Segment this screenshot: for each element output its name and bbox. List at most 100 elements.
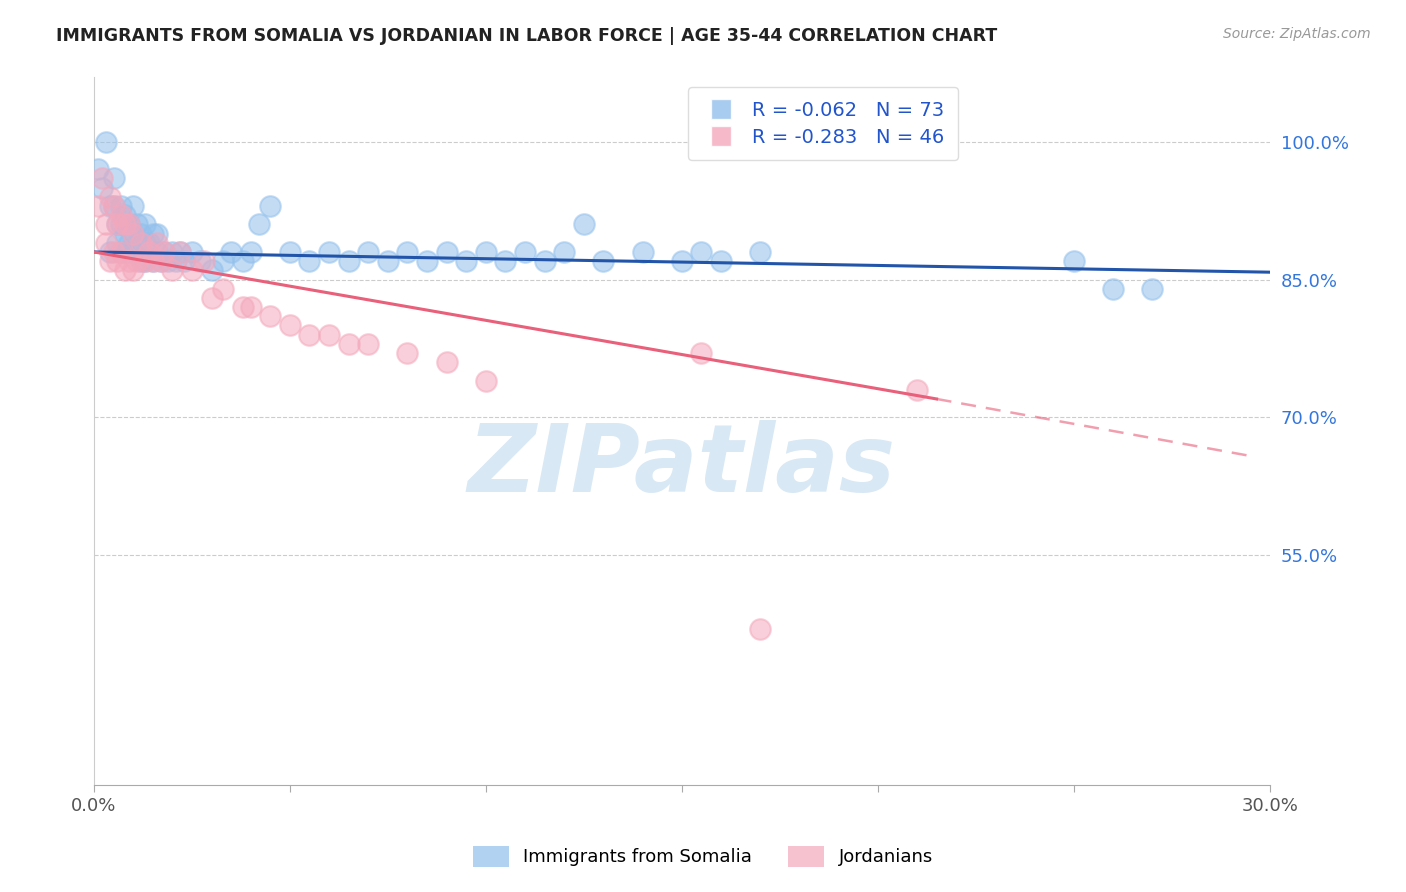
Point [149, 254, 172, 268]
Point [169, 244, 191, 259]
Point [110, 199, 132, 213]
Point [98, 190, 121, 204]
Point [357, 244, 380, 259]
Point [125, 235, 148, 250]
Point [94, 235, 117, 250]
Point [118, 218, 141, 232]
Point [142, 254, 165, 268]
Point [114, 227, 136, 241]
Text: IMMIGRANTS FROM SOMALIA VS JORDANIAN IN LABOR FORCE | AGE 35-44 CORRELATION CHAR: IMMIGRANTS FROM SOMALIA VS JORDANIAN IN … [56, 27, 997, 45]
Point [749, 622, 772, 636]
Point [125, 218, 148, 232]
Point [114, 244, 136, 259]
Point [162, 244, 184, 259]
Point [436, 244, 458, 259]
Point [118, 254, 141, 268]
Point [710, 254, 733, 268]
Point [278, 318, 301, 333]
Point [142, 227, 165, 241]
Point [278, 244, 301, 259]
Point [87, 199, 110, 213]
Point [122, 227, 145, 241]
Point [107, 254, 129, 268]
Point [98, 244, 121, 259]
Point [118, 218, 141, 232]
Point [200, 263, 222, 277]
Point [98, 254, 121, 268]
Point [690, 346, 713, 360]
Point [125, 254, 148, 268]
Point [592, 254, 614, 268]
Point [122, 199, 145, 213]
Point [436, 355, 458, 369]
Point [318, 244, 340, 259]
Point [142, 254, 165, 268]
Point [533, 254, 555, 268]
Point [212, 282, 235, 296]
Point [318, 327, 340, 342]
Point [259, 199, 281, 213]
Point [396, 346, 419, 360]
Point [107, 235, 129, 250]
Point [122, 263, 145, 277]
Point [110, 244, 132, 259]
Point [145, 227, 167, 241]
Point [129, 254, 152, 268]
Point [513, 244, 536, 259]
Point [138, 235, 160, 250]
Point [145, 244, 167, 259]
Point [169, 244, 191, 259]
Point [149, 254, 172, 268]
Point [357, 336, 380, 351]
Point [114, 218, 136, 232]
Point [110, 244, 132, 259]
Point [114, 208, 136, 222]
Point [1102, 282, 1125, 296]
Point [180, 244, 202, 259]
Point [572, 218, 595, 232]
Point [103, 199, 125, 213]
Point [553, 244, 575, 259]
Point [239, 300, 262, 314]
Text: ZIPatlas: ZIPatlas [468, 420, 896, 513]
Point [134, 235, 156, 250]
Point [232, 254, 254, 268]
Point [134, 218, 156, 232]
Point [90, 180, 112, 194]
Point [1063, 254, 1085, 268]
Point [298, 327, 321, 342]
Point [157, 254, 180, 268]
Point [138, 244, 160, 259]
Point [134, 254, 156, 268]
Point [129, 227, 152, 241]
Text: Source: ZipAtlas.com: Source: ZipAtlas.com [1223, 27, 1371, 41]
Point [107, 218, 129, 232]
Point [90, 171, 112, 186]
Point [337, 254, 360, 268]
Point [110, 218, 132, 232]
Point [173, 254, 195, 268]
Point [219, 244, 242, 259]
Point [122, 227, 145, 241]
Point [103, 199, 125, 213]
Point [749, 244, 772, 259]
Point [494, 254, 516, 268]
Point [129, 235, 152, 250]
Point [118, 235, 141, 250]
Point [122, 244, 145, 259]
Point [103, 244, 125, 259]
Point [98, 199, 121, 213]
Point [145, 235, 167, 250]
Point [377, 254, 399, 268]
Point [188, 254, 211, 268]
Point [416, 254, 439, 268]
Point [103, 171, 125, 186]
Point [298, 254, 321, 268]
Point [180, 263, 202, 277]
Point [456, 254, 478, 268]
Legend: R = -0.062   N = 73, R = -0.283   N = 46: R = -0.062 N = 73, R = -0.283 N = 46 [688, 87, 957, 161]
Point [905, 383, 928, 397]
Point [631, 244, 654, 259]
Point [87, 162, 110, 177]
Point [396, 244, 419, 259]
